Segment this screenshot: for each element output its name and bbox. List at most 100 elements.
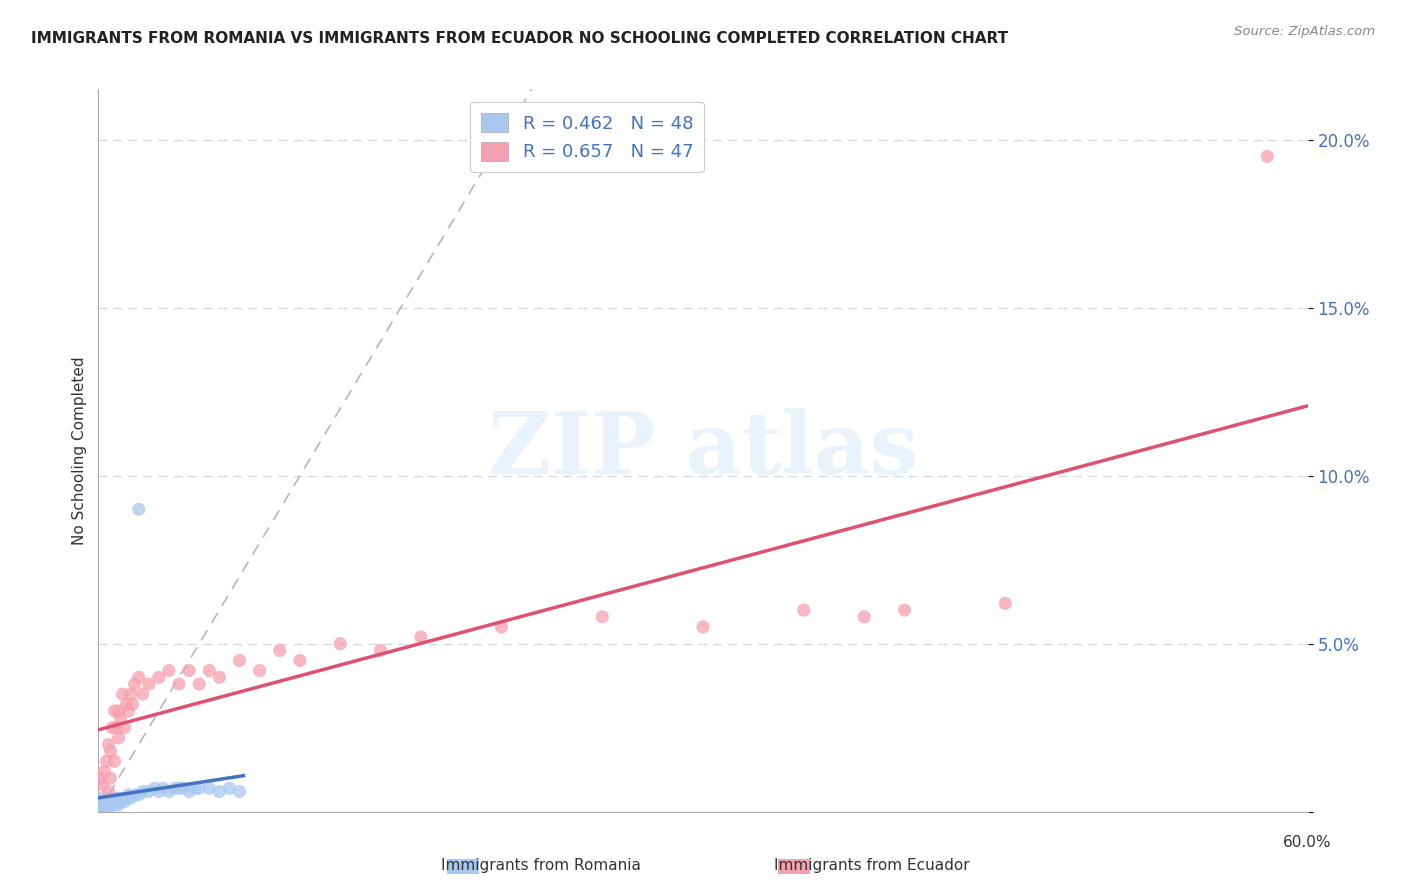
Y-axis label: No Schooling Completed: No Schooling Completed	[72, 356, 87, 545]
Text: 60.0%: 60.0%	[1284, 836, 1331, 850]
Point	[128, 670, 150, 684]
Point	[132, 784, 155, 798]
Point	[115, 791, 138, 805]
Point	[124, 788, 146, 802]
Point	[249, 664, 271, 678]
Point	[208, 670, 231, 684]
Point	[188, 781, 211, 796]
Point	[89, 797, 111, 812]
Point	[103, 704, 125, 718]
Point	[101, 721, 124, 735]
Point	[167, 677, 190, 691]
Text: Source: ZipAtlas.com: Source: ZipAtlas.com	[1234, 25, 1375, 38]
Point	[97, 801, 120, 815]
Point	[93, 764, 115, 779]
Point	[409, 630, 432, 644]
Point	[115, 697, 138, 711]
Point	[103, 754, 125, 768]
Text: IMMIGRANTS FROM ROMANIA VS IMMIGRANTS FROM ECUADOR NO SCHOOLING COMPLETED CORREL: IMMIGRANTS FROM ROMANIA VS IMMIGRANTS FR…	[31, 31, 1008, 46]
Point	[329, 637, 352, 651]
Point	[97, 791, 120, 805]
Point	[269, 643, 291, 657]
Point	[91, 778, 114, 792]
Point	[198, 781, 221, 796]
Point	[110, 711, 132, 725]
Point	[100, 797, 122, 812]
Point	[97, 797, 120, 812]
Point	[163, 781, 186, 796]
Point	[132, 687, 155, 701]
Point	[89, 795, 111, 809]
Point	[96, 795, 118, 809]
Point	[157, 784, 180, 798]
Point	[97, 784, 120, 798]
Point	[228, 653, 250, 667]
Point	[143, 781, 166, 796]
Point	[218, 781, 240, 796]
Point	[105, 721, 128, 735]
Point	[128, 788, 150, 802]
Point	[994, 596, 1017, 610]
Point	[91, 791, 114, 805]
Point	[96, 797, 118, 812]
Point	[91, 801, 114, 815]
Point	[591, 609, 613, 624]
Text: Immigrants from Romania: Immigrants from Romania	[441, 858, 641, 872]
Point	[692, 620, 714, 634]
Legend: R = 0.462   N = 48, R = 0.657   N = 47: R = 0.462 N = 48, R = 0.657 N = 47	[470, 102, 704, 172]
Point	[103, 797, 125, 812]
Point	[188, 677, 211, 691]
Point	[120, 687, 142, 701]
Point	[148, 784, 170, 798]
Point	[97, 738, 120, 752]
Point	[138, 677, 160, 691]
Point	[114, 795, 136, 809]
Text: Immigrants from Ecuador: Immigrants from Ecuador	[773, 858, 970, 872]
Point	[179, 664, 201, 678]
Point	[184, 781, 207, 796]
Point	[157, 664, 180, 678]
Point	[128, 502, 150, 516]
Point	[101, 797, 124, 812]
Point	[793, 603, 815, 617]
Point	[100, 771, 122, 785]
Point	[96, 754, 118, 768]
Point	[93, 795, 115, 809]
Point	[107, 731, 129, 745]
Point	[93, 797, 115, 812]
Point	[100, 795, 122, 809]
Point	[853, 609, 876, 624]
Point	[103, 791, 125, 805]
Point	[110, 795, 132, 809]
Point	[167, 781, 190, 796]
Point	[93, 801, 115, 815]
Point	[1256, 149, 1278, 163]
Point	[491, 620, 513, 634]
Point	[91, 797, 114, 812]
Point	[288, 653, 311, 667]
Point	[101, 795, 124, 809]
Point	[111, 687, 134, 701]
Point	[107, 791, 129, 805]
Point	[893, 603, 915, 617]
Point	[124, 677, 146, 691]
Text: ZIP atlas: ZIP atlas	[488, 409, 918, 492]
Point	[89, 801, 111, 815]
Point	[118, 788, 141, 802]
Point	[107, 797, 129, 812]
Point	[105, 795, 128, 809]
Point	[114, 721, 136, 735]
Point	[208, 784, 231, 798]
Point	[172, 781, 194, 796]
Point	[228, 784, 250, 798]
Point	[100, 744, 122, 758]
Point	[152, 781, 174, 796]
Point	[118, 704, 141, 718]
Point	[89, 771, 111, 785]
Point	[121, 697, 143, 711]
Point	[120, 791, 142, 805]
Point	[198, 664, 221, 678]
Point	[111, 791, 134, 805]
Point	[370, 643, 392, 657]
Point	[107, 704, 129, 718]
